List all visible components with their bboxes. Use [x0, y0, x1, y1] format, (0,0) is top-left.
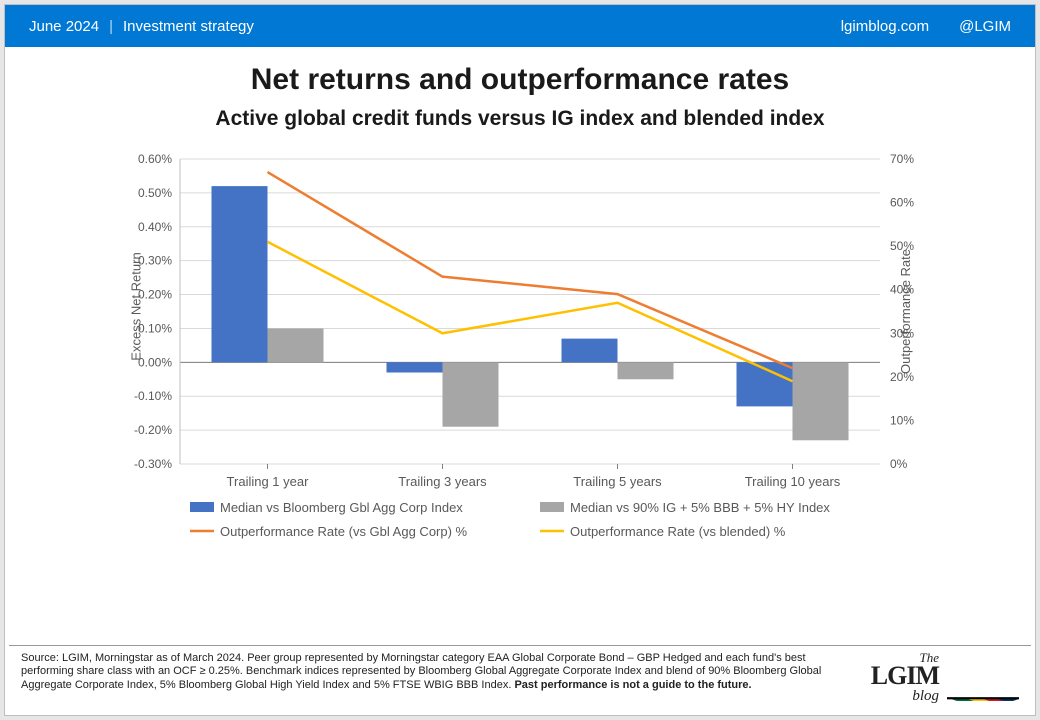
svg-text:-0.20%: -0.20% — [134, 423, 172, 437]
chart-subtitle: Active global credit funds versus IG ind… — [5, 107, 1035, 131]
svg-text:Outperformance Rate (vs Gbl Ag: Outperformance Rate (vs Gbl Agg Corp) % — [220, 524, 468, 539]
svg-text:0.60%: 0.60% — [138, 152, 172, 166]
svg-text:-0.30%: -0.30% — [134, 457, 172, 471]
chart-area: Excess Net Return Outperformance Rate -0… — [90, 149, 950, 579]
header-date: June 2024 — [29, 18, 99, 35]
header-section: Investment strategy — [123, 18, 254, 35]
svg-text:Trailing 3 years: Trailing 3 years — [398, 474, 487, 489]
svg-text:-0.10%: -0.10% — [134, 389, 172, 403]
header-separator: | — [109, 18, 113, 35]
svg-text:Trailing 1 year: Trailing 1 year — [227, 474, 310, 489]
combo-chart: -0.30%-0.20%-0.10%0.00%0.10%0.20%0.30%0.… — [90, 149, 950, 579]
umbrella-icon — [947, 653, 1019, 701]
footer: Source: LGIM, Morningstar as of March 20… — [9, 645, 1031, 711]
svg-text:0.50%: 0.50% — [138, 186, 172, 200]
svg-text:Trailing 10 years: Trailing 10 years — [745, 474, 841, 489]
svg-text:Outperformance Rate (vs blende: Outperformance Rate (vs blended) % — [570, 524, 786, 539]
source-text: Source: LGIM, Morningstar as of March 20… — [21, 652, 859, 693]
svg-text:60%: 60% — [890, 196, 914, 210]
svg-text:0.40%: 0.40% — [138, 220, 172, 234]
svg-text:Median vs Bloomberg Gbl Agg Co: Median vs Bloomberg Gbl Agg Corp Index — [220, 500, 463, 515]
svg-text:70%: 70% — [890, 152, 914, 166]
logo-area: The LGIM blog — [871, 652, 1019, 703]
svg-text:10%: 10% — [890, 413, 914, 427]
chart-title: Net returns and outperformance rates — [5, 63, 1035, 97]
y-right-axis-label: Outperformance Rate — [898, 249, 913, 374]
svg-text:0%: 0% — [890, 457, 908, 471]
header-handle: @LGIM — [959, 18, 1011, 35]
svg-text:Trailing 5 years: Trailing 5 years — [573, 474, 662, 489]
header-site: lgimblog.com — [841, 18, 929, 35]
header-bar: June 2024 | Investment strategy lgimblog… — [5, 5, 1035, 47]
svg-text:Median vs 90% IG + 5% BBB + 5%: Median vs 90% IG + 5% BBB + 5% HY Index — [570, 500, 830, 515]
y-left-axis-label: Excess Net Return — [129, 252, 144, 360]
lgim-logo: The LGIM blog — [871, 652, 939, 703]
